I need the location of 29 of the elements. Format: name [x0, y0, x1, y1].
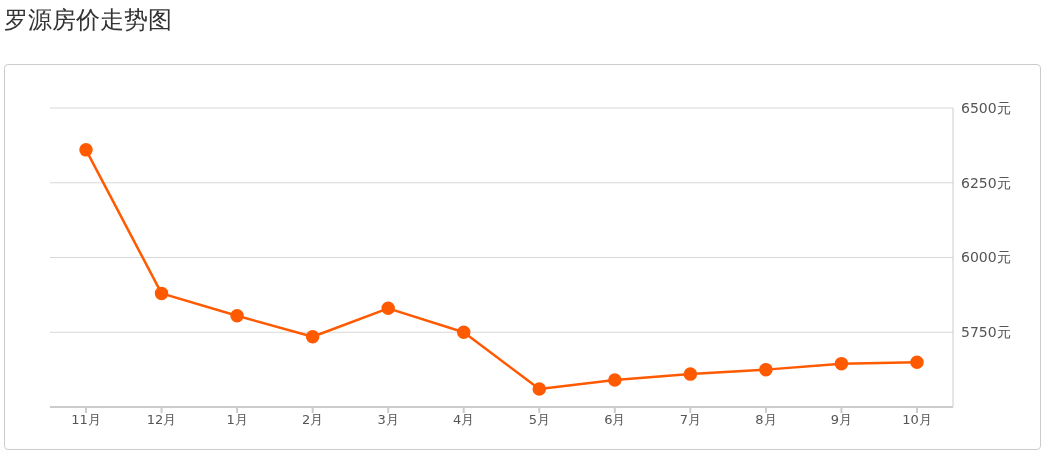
x-tick-label: 8月 [755, 412, 777, 428]
point [381, 301, 395, 316]
y-tick-label: 5750元 [961, 324, 1011, 341]
point [910, 355, 924, 369]
x-tick-label: 2月 [302, 412, 324, 428]
point [683, 367, 698, 381]
x-tick-label: 11月 [71, 412, 101, 428]
point [230, 309, 244, 323]
x-tick-label: 7月 [679, 412, 701, 428]
x-tick-label: 10月 [902, 412, 932, 428]
point [305, 329, 320, 344]
x-tick-label: 12月 [146, 412, 177, 428]
x-tick-label: 3月 [377, 412, 399, 428]
point [532, 382, 547, 396]
x-tick-label: 6月 [604, 412, 626, 428]
point [154, 286, 169, 301]
x-tick-label: 9月 [830, 412, 853, 428]
x-tick-label: 5月 [528, 412, 550, 428]
chart-title: 罗源房价走势图 [4, 5, 172, 36]
point [456, 325, 471, 339]
point [759, 362, 773, 377]
y-tick-label: 6500元 [961, 99, 1011, 116]
point [608, 373, 622, 387]
y-tick-label: 6000元 [961, 249, 1011, 266]
point [79, 143, 93, 157]
x-tick-label: 4月 [453, 412, 475, 428]
point [834, 356, 849, 371]
x-tick-label: 1月 [226, 412, 248, 428]
y-tick-label: 6250元 [961, 174, 1011, 191]
